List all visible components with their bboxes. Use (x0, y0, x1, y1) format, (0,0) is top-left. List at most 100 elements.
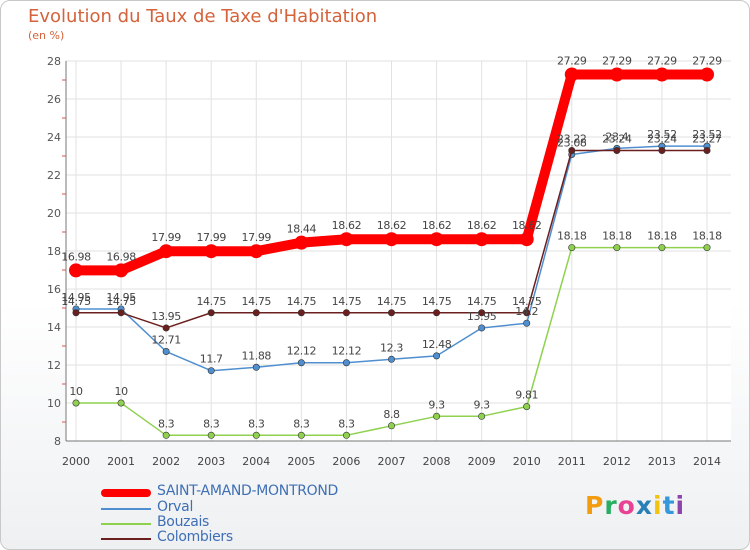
data-point (429, 232, 444, 247)
data-point (658, 146, 666, 154)
data-label: 18.18 (647, 230, 677, 243)
data-label: 8.3 (293, 417, 310, 430)
data-label: 8.3 (338, 417, 355, 430)
data-point (703, 146, 711, 154)
data-point (72, 309, 80, 317)
data-label: 16.98 (106, 250, 136, 263)
data-label: 27.29 (647, 54, 677, 67)
data-point (294, 235, 309, 250)
logo-letter: i (675, 491, 686, 520)
data-point (523, 403, 531, 411)
data-point (342, 309, 350, 317)
chart-title: Evolution du Taux de Taxe d'Habitation (28, 6, 378, 27)
data-label: 27.29 (557, 54, 587, 67)
data-point (613, 146, 621, 154)
data-label: 17.99 (242, 231, 272, 244)
data-label: 23.22 (557, 132, 587, 145)
y-tick-label: 14 (47, 321, 61, 334)
data-point (478, 309, 486, 317)
data-label: 14.75 (467, 295, 497, 308)
legend-label: Orval (157, 499, 194, 515)
data-point (162, 324, 170, 332)
data-label: 14.95 (106, 291, 136, 304)
proxiti-logo: Proxiti (585, 491, 685, 520)
data-label: 12.48 (422, 338, 452, 351)
data-point (519, 232, 534, 247)
data-point (387, 355, 395, 363)
data-label: 12.12 (287, 345, 317, 358)
data-point (339, 232, 354, 247)
data-label: 10 (114, 385, 128, 398)
x-tick-label: 2009 (468, 455, 496, 468)
data-point (117, 309, 125, 317)
logo-letter: o (617, 491, 636, 520)
data-point (478, 324, 486, 332)
data-label: 12.12 (332, 345, 362, 358)
data-point (162, 431, 170, 439)
data-label: 16.98 (61, 250, 91, 263)
y-tick-label: 18 (47, 245, 61, 258)
x-tick-label: 2005 (287, 455, 315, 468)
x-tick-label: 2001 (107, 455, 135, 468)
chart-unit-label: (en %) (28, 29, 65, 42)
data-label: 18.62 (332, 219, 362, 232)
data-label: 27.29 (602, 54, 632, 67)
data-label: 23.4 (605, 130, 628, 143)
data-point (609, 67, 624, 82)
data-point (433, 309, 441, 317)
data-point (700, 67, 714, 82)
data-label: 14.75 (242, 295, 272, 308)
data-point (654, 67, 669, 82)
x-tick-label: 2002 (152, 455, 180, 468)
data-label: 14.75 (287, 295, 317, 308)
data-point (252, 309, 260, 317)
x-tick-label: 2010 (513, 455, 541, 468)
data-point (384, 232, 399, 247)
data-label: 13.95 (151, 310, 181, 323)
data-label: 9.81 (515, 389, 538, 402)
data-point (478, 412, 486, 420)
legend-label: SAINT-AMAND-MONTROND (157, 483, 338, 499)
data-label: 23.52 (647, 128, 677, 141)
data-label: 14.75 (377, 295, 407, 308)
data-point (523, 309, 531, 317)
data-label: 14.75 (106, 295, 136, 308)
data-point (658, 244, 666, 252)
y-tick-label: 12 (47, 359, 61, 372)
data-label: 14.2 (515, 305, 538, 318)
y-tick-label: 22 (47, 169, 61, 182)
logo-letter: t (662, 491, 676, 520)
y-tick-label: 8 (54, 435, 61, 448)
data-point (568, 146, 576, 154)
y-tick-label: 16 (47, 283, 61, 296)
data-label: 23.52 (692, 128, 722, 141)
data-label: 13.95 (467, 310, 497, 323)
data-label: 23.24 (647, 132, 677, 145)
data-point (387, 422, 395, 430)
data-point (252, 363, 260, 371)
data-label: 9.3 (473, 398, 490, 411)
data-label: 8.3 (248, 417, 265, 430)
data-point (252, 431, 260, 439)
x-tick-label: 2000 (62, 455, 90, 468)
data-label: 12.71 (151, 334, 181, 347)
data-point (474, 232, 489, 247)
data-label: 9.3 (428, 398, 445, 411)
data-label: 17.99 (151, 231, 181, 244)
data-point (297, 359, 305, 367)
data-point (703, 244, 711, 252)
x-tick-label: 2012 (603, 455, 631, 468)
legend-swatch (101, 538, 151, 540)
data-point (297, 431, 305, 439)
data-label: 8.3 (158, 417, 175, 430)
data-point (342, 431, 350, 439)
y-tick-label: 10 (47, 397, 61, 410)
data-label: 11.7 (200, 353, 223, 366)
data-point (162, 348, 170, 356)
data-label: 18.62 (512, 219, 542, 232)
legend-label: Colombiers (157, 529, 233, 545)
data-label: 27.29 (692, 54, 722, 67)
legend-swatch (101, 489, 151, 497)
